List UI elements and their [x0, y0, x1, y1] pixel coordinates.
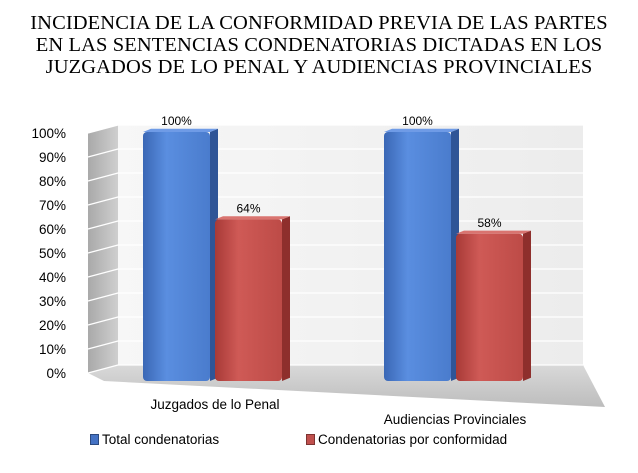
y-tick-label: 70% [39, 198, 66, 213]
y-tick-label: 20% [39, 318, 66, 333]
legend-label-conformidad: Condenatorias por conformidad [318, 432, 508, 447]
chart-title-line-2: EN LAS SENTENCIAS CONDENATORIAS DICTADAS… [35, 34, 603, 56]
bar-top [215, 216, 290, 220]
y-tick-label: 90% [39, 150, 66, 165]
bar [456, 233, 523, 381]
data-label: 58% [477, 216, 501, 230]
data-label: 100% [402, 114, 433, 128]
legend-item-total: Total condenatorias [90, 432, 219, 447]
y-tick-label: 50% [39, 246, 66, 261]
data-label: 100% [161, 114, 192, 128]
chart-title-line-3: JUZGADOS DE LO PENAL Y AUDIENCIAS PROVIN… [45, 56, 593, 78]
y-tick-label: 100% [31, 126, 66, 141]
y-tick-label: 30% [39, 294, 66, 309]
legend-label-total: Total condenatorias [102, 432, 220, 447]
x-tick-label: Juzgados de lo Penal [150, 397, 279, 412]
bar [143, 132, 210, 381]
data-label: 64% [236, 201, 260, 215]
bar [215, 219, 282, 381]
x-tick-label: Audiencias Provinciales [384, 412, 527, 427]
bar-side [523, 230, 531, 381]
chart-title-line-1: INCIDENCIA DE LA CONFORMIDAD PREVIA DE L… [30, 12, 608, 34]
y-tick-label: 10% [39, 342, 66, 357]
bar-top [143, 128, 218, 132]
legend-swatch-blue-icon [90, 434, 99, 445]
bar-side [282, 216, 290, 381]
bar-top [456, 230, 531, 234]
y-tick-label: 40% [39, 270, 66, 285]
bar [384, 132, 451, 381]
y-tick-label: 0% [46, 366, 66, 381]
legend-item-conformidad: Condenatorias por conformidad [306, 432, 507, 447]
chart-title: INCIDENCIA DE LA CONFORMIDAD PREVIA DE L… [0, 12, 638, 78]
legend: Total condenatorias Condenatorias por co… [0, 432, 638, 452]
legend-swatch-red-icon [306, 434, 315, 445]
y-tick-label: 80% [39, 174, 66, 189]
gridline [87, 124, 583, 134]
y-tick-label: 60% [39, 222, 66, 237]
bar-top [384, 128, 459, 132]
